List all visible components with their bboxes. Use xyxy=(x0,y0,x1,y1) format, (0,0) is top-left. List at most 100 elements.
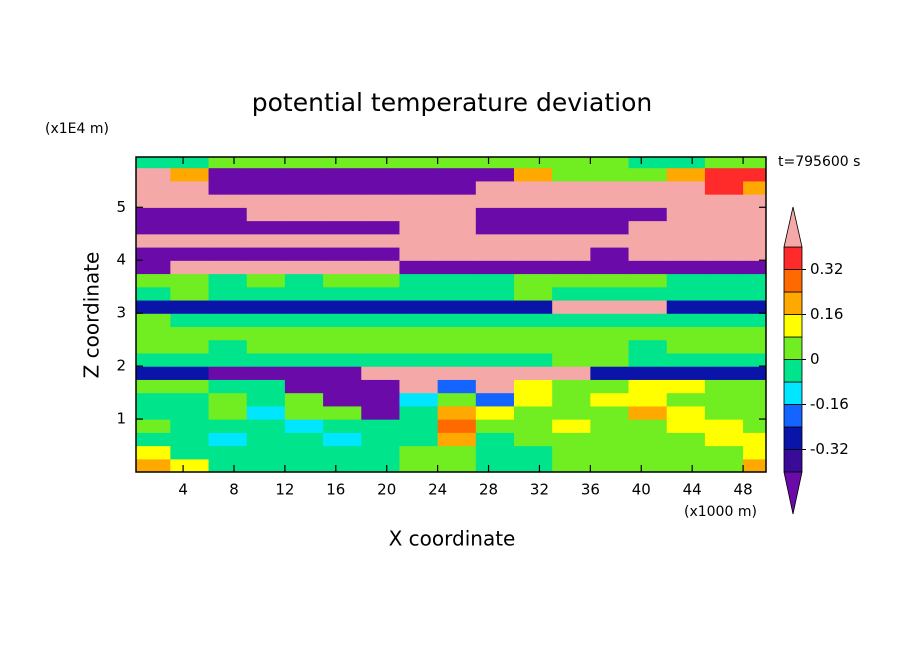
contour-cell xyxy=(284,180,324,195)
contour-cell xyxy=(475,180,515,195)
contour-cell xyxy=(170,458,210,472)
contour-cell xyxy=(514,366,553,380)
contour-cell xyxy=(666,273,706,288)
contour-cell xyxy=(590,445,630,460)
contour-cell xyxy=(284,366,324,380)
contour-cell xyxy=(590,379,630,394)
contour-cell xyxy=(743,194,766,208)
contour-cell xyxy=(399,167,439,182)
contour-cell xyxy=(136,379,171,394)
contour-cell xyxy=(475,247,515,261)
contour-cell xyxy=(552,167,591,182)
contour-cell xyxy=(628,419,668,433)
contour-cell xyxy=(399,233,439,248)
contour-cell xyxy=(361,167,401,182)
contour-cell xyxy=(590,194,630,208)
contour-cell xyxy=(743,392,766,407)
contour-cell xyxy=(666,366,706,380)
contour-cell xyxy=(743,405,766,420)
contour-cell xyxy=(628,445,668,460)
colorbar-tick-label: 0.32 xyxy=(810,260,843,278)
contour-cell xyxy=(361,233,401,248)
contour-cell xyxy=(361,273,401,288)
contour-cell xyxy=(514,379,553,394)
colorbar-box xyxy=(783,426,803,450)
contour-cell xyxy=(475,392,515,407)
contour-cell xyxy=(437,392,477,407)
contour-cell xyxy=(514,167,553,182)
contour-cell xyxy=(246,326,286,341)
contour-cell xyxy=(666,392,706,407)
contour-cell xyxy=(475,194,515,208)
contour-cell xyxy=(246,273,286,288)
contour-cell xyxy=(666,260,706,275)
contour-cell xyxy=(323,432,362,447)
contour-cell xyxy=(475,379,515,394)
contour-cell xyxy=(628,339,668,354)
contour-cell xyxy=(208,326,248,341)
contour-cell xyxy=(284,260,324,275)
contour-cell xyxy=(437,233,477,248)
contour-cell xyxy=(284,157,324,169)
contour-cell xyxy=(437,458,477,472)
contour-cell xyxy=(666,286,706,301)
colorbar-tick-label: 0 xyxy=(810,350,820,368)
contour-cell xyxy=(590,392,630,407)
contour-cell xyxy=(514,313,553,328)
contour-cell xyxy=(246,260,286,275)
contour-cell xyxy=(170,167,210,182)
contour-cell xyxy=(361,445,401,460)
contour-cell xyxy=(170,233,210,248)
contour-cell xyxy=(323,326,362,341)
contour-cell xyxy=(399,445,439,460)
contour-cell xyxy=(514,419,553,433)
contour-cell xyxy=(284,233,324,248)
x-unit: (x1000 m) xyxy=(684,504,757,520)
contour-cell xyxy=(170,260,210,275)
contour-cell xyxy=(399,194,439,208)
contour-cell xyxy=(666,247,706,261)
contour-cell xyxy=(475,260,515,275)
contour-cell xyxy=(514,445,553,460)
contour-cell xyxy=(552,194,591,208)
contour-cell xyxy=(704,326,744,341)
contour-cell xyxy=(666,339,706,354)
contour-cell xyxy=(666,180,706,195)
contour-cell xyxy=(590,247,630,261)
contour-cell xyxy=(170,339,210,354)
contour-cell xyxy=(136,313,171,328)
contour-cell xyxy=(136,392,171,407)
contour-cell xyxy=(590,458,630,472)
contour-cell xyxy=(170,207,210,222)
contour-cell xyxy=(704,313,744,328)
contour-cell xyxy=(666,379,706,394)
contour-cell xyxy=(284,220,324,235)
contour-cell xyxy=(323,233,362,248)
colorbar-tick-label: -0.32 xyxy=(810,440,849,458)
contour-cell xyxy=(704,432,744,447)
contour-cell xyxy=(514,180,553,195)
contour-cell xyxy=(323,366,362,380)
contour-cell xyxy=(437,445,477,460)
contour-cell xyxy=(666,326,706,341)
contour-cell xyxy=(437,286,477,301)
contour-cell xyxy=(323,379,362,394)
contour-cell xyxy=(170,313,210,328)
contour-cell xyxy=(475,299,515,314)
contour-cell xyxy=(208,445,248,460)
contour-cell xyxy=(704,220,744,235)
contour-cell xyxy=(323,207,362,222)
contour-cell xyxy=(704,366,744,380)
contour-cell xyxy=(323,392,362,407)
contour-cell xyxy=(246,157,286,169)
contour-cell xyxy=(361,458,401,472)
contour-cell xyxy=(552,247,591,261)
contour-cell xyxy=(323,313,362,328)
contour-cell xyxy=(399,247,439,261)
contour-cell xyxy=(743,432,766,447)
time-label: t=795600 s xyxy=(778,154,860,170)
contour-cell xyxy=(323,194,362,208)
contour-cell xyxy=(590,366,630,380)
